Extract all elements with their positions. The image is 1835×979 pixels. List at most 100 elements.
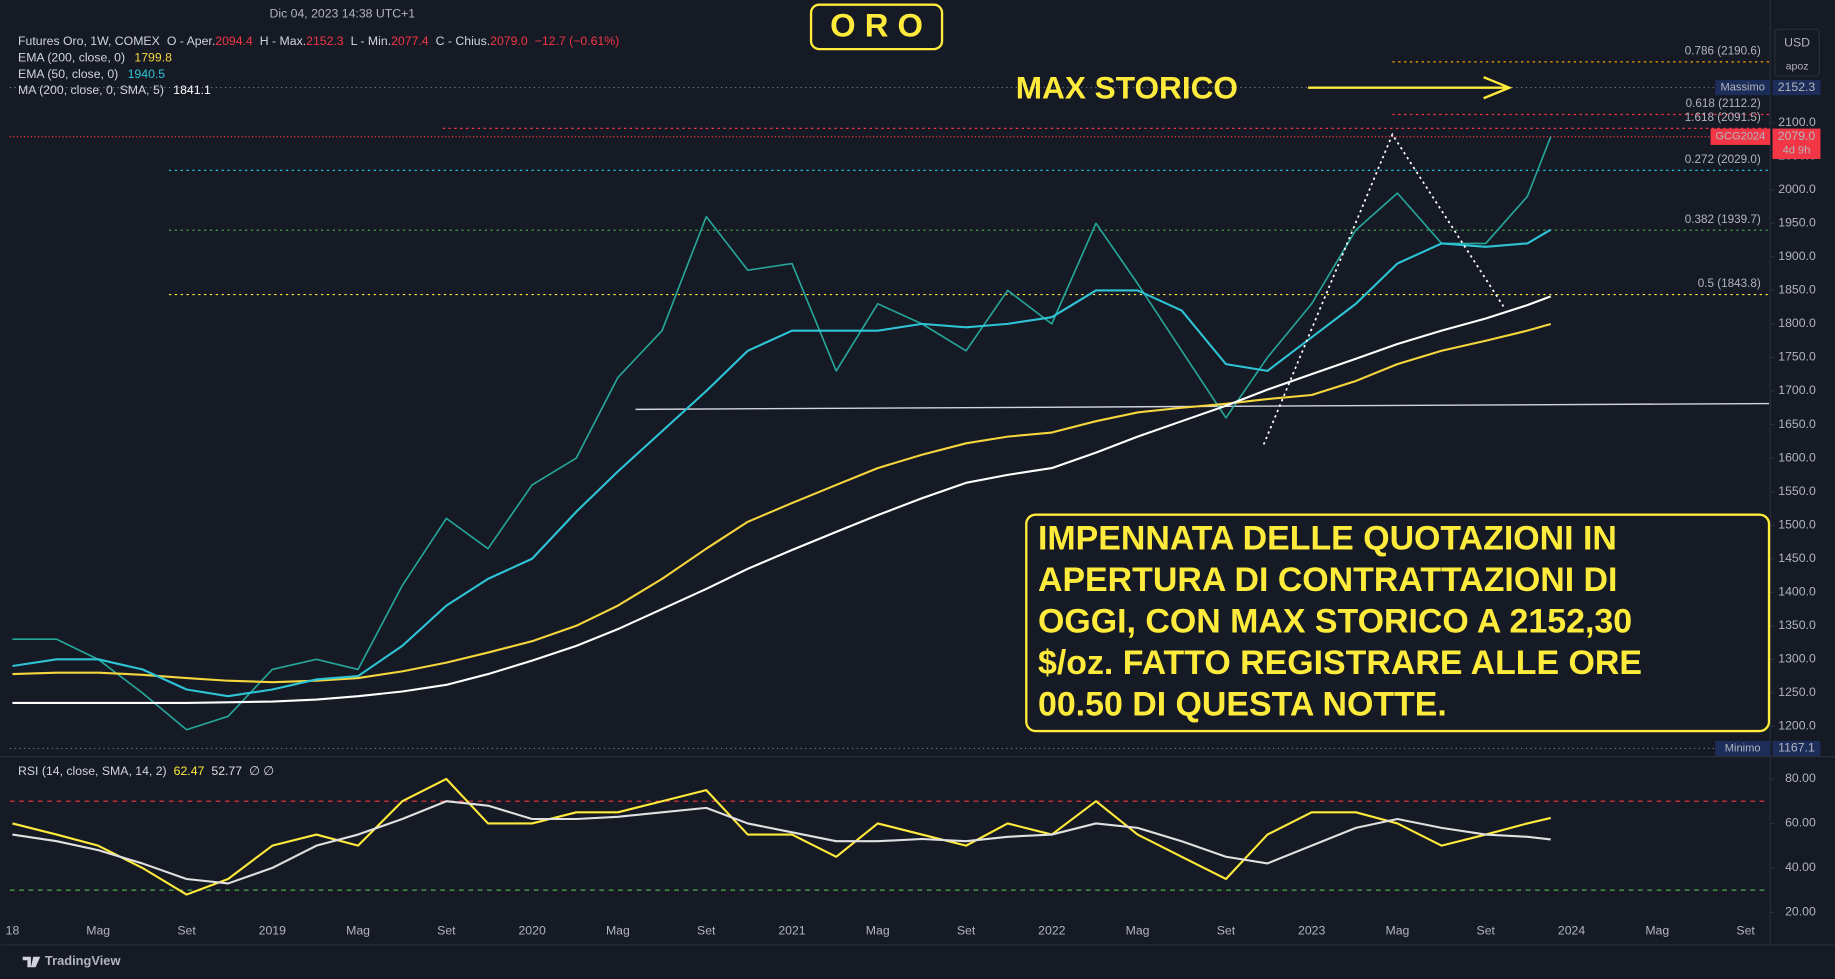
logo (22, 956, 41, 968)
y-tick-label: 2100.0 (1778, 115, 1816, 129)
currency: USD (1784, 36, 1810, 50)
last-value-box (1772, 128, 1821, 159)
series-line (12, 777, 1551, 896)
annotation-line: 00.50 DI QUESTA NOTTE. (1038, 685, 1447, 723)
indicator-name: MA (200, close, 0, SMA, 5) (18, 83, 164, 97)
x-tick-label: Set (437, 923, 456, 937)
y-tick-label: 1300.0 (1778, 652, 1816, 666)
ohlc-label: C - Chius. (436, 34, 491, 48)
x-tick-label: Set (1477, 923, 1496, 937)
annotation-line: OGGI, CON MAX STORICO A 2152,30 (1038, 602, 1632, 640)
tag-value-box (1772, 79, 1821, 96)
indicator-value: 1799.8 (134, 51, 172, 65)
x-tick-label: 2023 (1298, 923, 1325, 937)
y-tick-label: 20.00 (1785, 905, 1816, 919)
fib-label: 1.618 (2091.5) (1685, 111, 1761, 124)
y-tick-label: 1800.0 (1778, 316, 1816, 330)
title: O R O (830, 7, 923, 44)
y-tick-label: 1700.0 (1778, 383, 1816, 397)
fib-label: 0.382 (1939.7) (1685, 213, 1761, 226)
rsi-value: 52.77 (211, 764, 242, 778)
indicator-value: 1841.1 (173, 83, 211, 97)
y-tick-label: 1350.0 (1778, 618, 1816, 632)
brand: TradingView (45, 953, 122, 968)
indicator-legend: EMA (200, close, 0) 1799.8 (18, 51, 172, 65)
tag-label-box (1715, 79, 1771, 96)
y-tick-label: 1600.0 (1778, 450, 1816, 464)
ohlc-value: 2094.4 (215, 34, 253, 48)
series-line (12, 136, 1552, 731)
annotation-line: IMPENNATA DELLE QUOTAZIONI IN (1038, 519, 1617, 557)
change: −12.7 (−0.61%) (535, 34, 620, 48)
annotation-box (1025, 513, 1771, 733)
tag-value: 2152.3 (1778, 80, 1816, 94)
x-tick-label: Mag (86, 923, 110, 937)
y-tick-label: 1650.0 (1778, 417, 1816, 431)
rsi-value: 62.47 (174, 764, 205, 778)
y-tick-label: 1500.0 (1778, 517, 1816, 531)
fib-label: 0.5 (1843.8) (1698, 277, 1761, 290)
x-tick-label: Mag (1126, 923, 1150, 937)
annotation-line: $/oz. FATTO REGISTRARE ALLE ORE (1038, 644, 1642, 682)
indicator-name: EMA (200, close, 0) (18, 51, 125, 65)
y-tick-label: 60.00 (1785, 816, 1816, 830)
y-tick-label: 1950.0 (1778, 216, 1816, 230)
y-tick-label: 1450.0 (1778, 551, 1816, 565)
title-box (809, 3, 944, 51)
x-tick-label: Set (1217, 923, 1236, 937)
tag-value-box (1772, 740, 1821, 757)
series-line (12, 295, 1552, 705)
x-tick-label: 18 (6, 923, 20, 937)
symbol-legend: Futures Oro, 1W, COMEX O - Aper.2094.4 H -… (18, 34, 619, 48)
rsi-title: RSI (14, close, SMA, 14, 2) (18, 764, 167, 778)
indicator-legend: EMA (50, close, 0) 1940.5 (18, 67, 165, 81)
x-tick-label: Mag (1645, 923, 1669, 937)
x-tick-label: Mag (1385, 923, 1409, 937)
x-tick-label: Mag (606, 923, 630, 937)
tag-label-box (1715, 740, 1771, 757)
last-label-box (1710, 128, 1771, 145)
y-tick-label: 40.00 (1785, 860, 1816, 874)
tag-label: Massimo (1720, 82, 1764, 94)
y-tick-label: 1250.0 (1778, 685, 1816, 699)
arrow-label: MAX STORICO (1016, 69, 1238, 105)
annotation-line: APERTURA DI CONTRATTAZIONI DI (1038, 561, 1618, 599)
x-tick-label: Mag (866, 923, 890, 937)
x-tick-label: 2024 (1558, 923, 1585, 937)
arrow-head (1483, 76, 1513, 100)
rsi-extra: ∅ ∅ (249, 764, 274, 778)
x-tick-label: 2019 (259, 923, 286, 937)
indicator-value: 1940.5 (128, 67, 166, 81)
y-tick-label: 1200.0 (1778, 719, 1816, 733)
series-line (12, 228, 1552, 698)
rsi-legend: RSI (14, close, SMA, 14, 2) 62.47 52.77 ∅ ∅ (18, 764, 274, 778)
last-label: GCG2024 (1715, 131, 1765, 143)
x-tick-label: Mag (346, 923, 370, 937)
ohlc-label: L - Min. (351, 34, 391, 48)
series-line (12, 322, 1552, 684)
x-tick-label: 2022 (1038, 923, 1065, 937)
x-tick-label: Set (177, 923, 196, 937)
y-tick-label: 1900.0 (1778, 249, 1816, 263)
ohlc-label: H - Max. (260, 34, 306, 48)
y-tick-label: 1400.0 (1778, 584, 1816, 598)
x-tick-label: 2021 (778, 923, 805, 937)
indicator-name: EMA (50, close, 0) (18, 67, 118, 81)
y-tick-label: 1750.0 (1778, 350, 1816, 364)
x-tick-label: Set (697, 923, 716, 937)
currency-box[interactable] (1774, 28, 1820, 77)
datetime: Dic 04, 2023 14:38 UTC+1 (270, 6, 416, 20)
ohlc-value: 2077.4 (391, 34, 429, 48)
tag-value: 1167.1 (1778, 741, 1815, 755)
x-tick-label: Set (957, 923, 976, 937)
fib-label: 0.272 (2029.0) (1685, 153, 1761, 166)
ohlc-label: O - Aper. (167, 34, 215, 48)
indicator-legend: MA (200, close, 0, SMA, 5) 1841.1 (18, 83, 211, 97)
y-tick-label: 1850.0 (1778, 283, 1816, 297)
fib-label: 0.618 (2112.2) (1686, 97, 1761, 110)
x-tick-label: 2020 (518, 923, 545, 937)
ohlc-value: 2152.3 (306, 34, 344, 48)
fib-label: 0.786 (2190.6) (1685, 44, 1761, 57)
